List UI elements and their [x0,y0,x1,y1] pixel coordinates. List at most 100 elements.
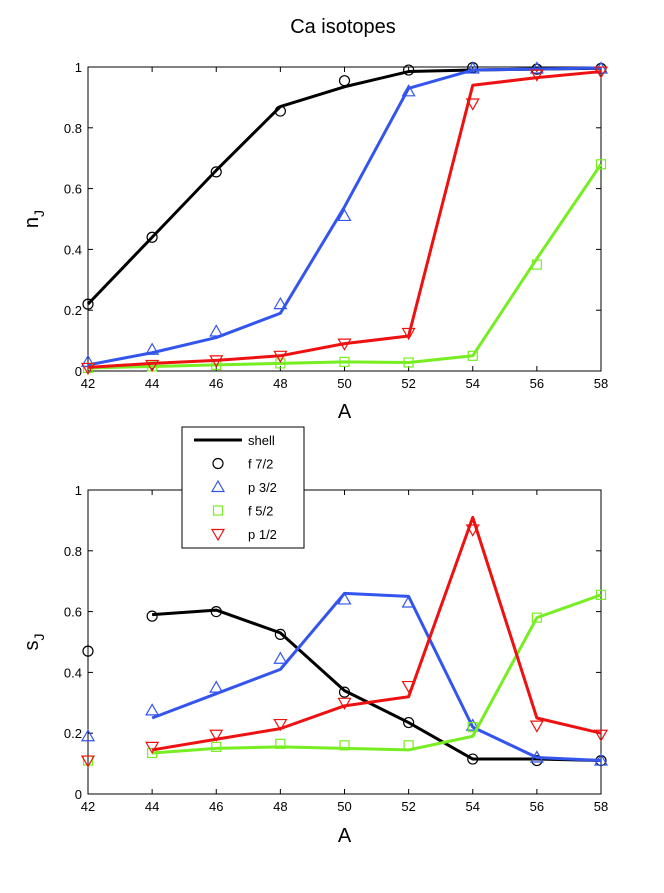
data-point-f72 [82,298,94,310]
data-point-p12 [401,680,416,694]
legend-entry-label: f 7/2 [248,457,273,472]
x-tick-label: 46 [209,376,223,391]
data-point-p12 [273,718,288,732]
data-point-p32 [529,750,544,763]
data-point-p12 [209,355,224,368]
x-tick-label: 54 [466,799,480,814]
y-tick-label: 0.6 [64,182,82,197]
data-point-f52 [275,358,286,369]
data-point-p32 [401,84,416,97]
data-point-f72 [210,605,222,618]
y-tick-label: 1 [75,483,82,498]
data-point-p32 [209,680,224,693]
series-line-p12 [151,515,602,752]
data-point-p12 [273,350,288,364]
axes-frame [87,66,602,372]
y-axis-label-sub: J [31,634,47,641]
data-point-f72 [338,686,351,698]
x-tick-label: 54 [466,376,480,391]
data-point-p12 [401,327,416,341]
x-tick-label: 50 [337,376,351,391]
data-point-f72 [403,64,415,76]
data-point-f52 [403,357,414,368]
y-tick-label: 0.2 [64,303,82,318]
y-axis-label-main: s [21,641,43,651]
data-point-p12 [80,755,96,768]
y-tick-label: 0.4 [64,665,82,680]
data-point-f52 [339,740,350,751]
data-point-f52 [275,738,286,749]
x-axis-label: A [338,401,352,423]
x-tick-label: 52 [401,799,415,814]
legend-marker-swatch [210,479,226,493]
x-tick-label: 58 [594,799,608,814]
data-point-f52 [211,741,222,752]
data-point-f52 [595,159,607,170]
data-point-p12 [529,69,544,82]
data-point-p12 [80,362,96,376]
series-line-p32 [87,66,602,367]
data-point-p32 [593,753,609,766]
series-line-f72 [152,608,602,763]
data-point-p12 [337,338,352,351]
y-axis-label-main: n [21,217,43,228]
data-point-f72 [210,166,222,178]
x-axis-label: A [338,825,352,847]
data-point-p32 [401,595,416,608]
data-point-p12 [209,729,224,742]
x-tick-label: 50 [337,799,351,814]
x-tick-label: 48 [273,799,287,814]
y-tick-label: 0.8 [64,544,82,559]
legend-marker-swatch [212,505,224,516]
data-point-p32 [337,208,352,222]
y-axis-label-sub: J [31,210,47,217]
series-p32 [80,591,609,766]
legend: shell f 7/2 p 3/2 f 5/2 p 1/2 [181,426,305,549]
chart-bottom-sJ: 42 44 46 48 50 52 54 56 5800.20.40.60.81AsJshell… [21,426,609,847]
x-tick-label: 52 [401,376,415,391]
data-point-p32 [273,651,288,664]
y-axis-label: nJ [21,210,47,228]
data-point-f72 [338,75,351,87]
data-point-p32 [465,61,480,74]
data-point-f52 [467,722,478,733]
data-point-p12 [145,359,160,373]
legend-marker-swatch [212,457,224,470]
data-point-p32 [273,296,288,310]
series-line-p12 [87,70,602,369]
data-point-p32 [145,342,160,355]
data-point-f52 [595,589,607,600]
x-tick-label: 44 [145,376,159,391]
axes-frame [87,489,602,795]
figure-title: Ca isotopes [290,16,396,38]
y-tick-label: 0.4 [64,242,82,257]
legend-entry-label: p 3/2 [248,480,277,495]
data-point-p12 [529,720,544,733]
data-point-f52 [467,350,478,361]
data-point-p12 [465,98,480,111]
data-point-f72 [467,753,479,765]
x-tick-label: 46 [209,799,223,814]
data-point-f52 [531,612,542,623]
x-tick-label: 42 [81,799,95,814]
y-tick-label: 1 [75,60,82,75]
legend-entry-label: p 1/2 [248,527,277,542]
legend-marker-swatch [210,528,226,542]
chart-top-nJ: 42 44 46 48 50 52 54 56 58 0 0.2 0.4 0.6 0.8 1 AnJ [21,60,608,423]
data-point-f72 [146,231,158,243]
x-tick-label: 48 [273,376,287,391]
data-point-f72 [403,716,415,729]
y-tick-label: 0.6 [64,605,82,620]
data-point-f52 [339,356,350,367]
data-point-p32 [465,718,480,731]
x-tick-label: 56 [530,799,544,814]
x-tick-label: 42 [81,376,95,391]
x-tick-label: 44 [145,799,159,814]
data-point-p12 [337,697,352,711]
data-point-f52 [403,740,414,751]
data-point-p32 [529,61,544,74]
y-tick-label: 0.8 [64,121,82,136]
series-p12 [80,66,609,376]
legend-entry-label: shell [248,433,275,448]
y-tick-label: 0.2 [64,726,82,741]
